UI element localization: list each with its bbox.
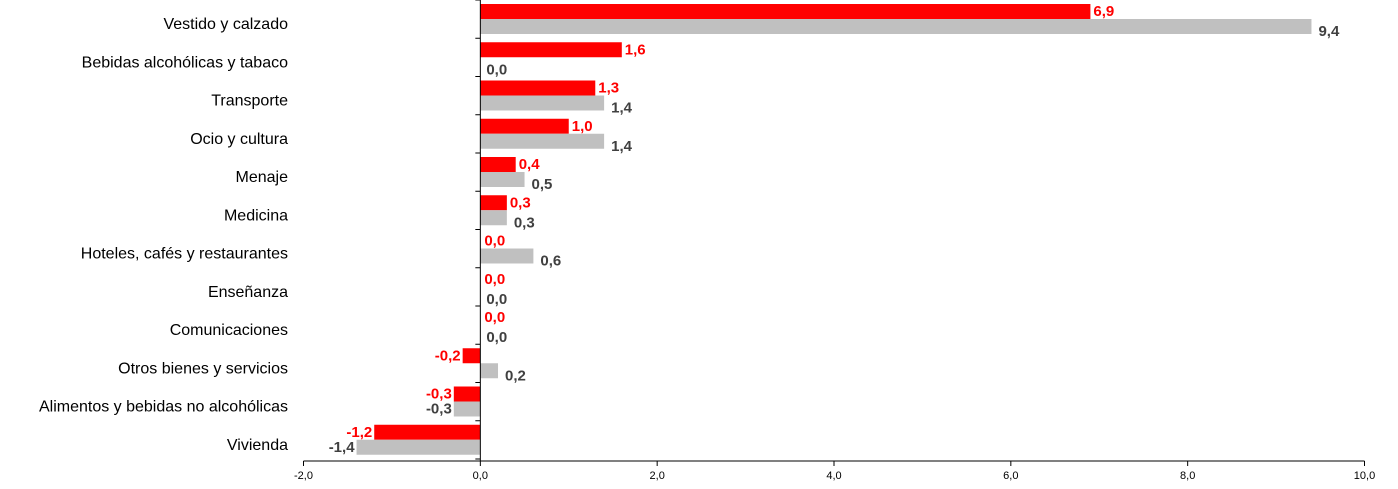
category-label: Comunicaciones	[170, 322, 288, 339]
bar-series-1	[462, 348, 481, 364]
data-labels: 6,99,41,60,01,31,41,01,40,40,50,30,30,00…	[329, 3, 1340, 456]
data-label-series-1: 0,0	[484, 309, 505, 326]
category-label: Menaje	[236, 169, 289, 186]
data-label-series-1: 0,3	[510, 194, 531, 211]
data-label-series-1: 1,0	[572, 118, 593, 135]
x-tick-label: 6,0	[1003, 470, 1018, 482]
category-label: Alimentos y bebidas no alcohólicas	[39, 399, 288, 416]
bar-series-2	[480, 95, 605, 111]
bar-series-1	[480, 4, 1091, 19]
data-label-series-2: -1,4	[329, 439, 356, 456]
category-labels: Vestido y calzado Bebidas alcohólicas y t…	[39, 16, 288, 454]
data-label-series-2: 0,0	[486, 329, 507, 346]
bar-series-1	[480, 157, 516, 172]
data-label-series-1: 0,0	[484, 271, 505, 288]
data-label-series-2: 0,3	[514, 214, 535, 231]
bar-series-1	[453, 386, 481, 402]
category-label: Otros bienes y servicios	[118, 360, 288, 377]
bar-series-2	[356, 439, 481, 455]
category-label: Transporte	[211, 93, 288, 110]
axes: -2,0 0,0 2,0 4,0 6,0 8,0 10,0	[294, 0, 1375, 482]
bar-series-2	[480, 363, 499, 379]
data-label-series-1: 1,6	[625, 41, 646, 58]
data-label-series-1: 1,3	[598, 80, 619, 97]
bar-series-1	[480, 195, 507, 211]
category-label: Medicina	[224, 207, 288, 224]
x-tick-label: 4,0	[826, 470, 841, 482]
category-label: Vestido y calzado	[163, 16, 288, 33]
data-label-series-1: -1,2	[346, 424, 372, 441]
data-label-series-2: 0,6	[540, 253, 561, 270]
category-label: Enseñanza	[208, 284, 288, 301]
bar-series-1	[480, 118, 569, 134]
bar-series-1	[480, 80, 596, 96]
x-tick-label: 0,0	[473, 470, 488, 482]
category-label: Hoteles, cafés y restaurantes	[81, 246, 288, 263]
bar-series-2	[480, 248, 534, 264]
x-tick-label: 8,0	[1180, 470, 1195, 482]
x-tick-label: 10,0	[1354, 470, 1375, 482]
bar-series-2	[480, 172, 525, 187]
bar-series-2	[480, 19, 1312, 34]
category-label: Bebidas alcohólicas y tabaco	[82, 54, 288, 71]
x-tick-label: 2,0	[650, 470, 665, 482]
bar-series-1	[374, 424, 481, 440]
bar-series-1	[480, 42, 622, 58]
data-label-series-1: -0,2	[435, 347, 461, 364]
bars	[356, 4, 1312, 455]
category-label: Vivienda	[227, 437, 288, 454]
bar-series-2	[453, 401, 481, 417]
category-label: Ocio y cultura	[190, 131, 288, 148]
data-label-series-1: 0,4	[519, 156, 541, 173]
data-label-series-2: 1,4	[611, 100, 633, 117]
data-label-series-2: 0,5	[532, 176, 553, 193]
data-label-series-2: -0,3	[426, 401, 452, 418]
data-label-series-1: 0,0	[484, 233, 505, 250]
bar-series-2	[480, 133, 605, 149]
data-label-series-1: 6,9	[1093, 3, 1114, 20]
data-label-series-2: 0,0	[486, 291, 507, 308]
x-tick-label: -2,0	[294, 470, 313, 482]
data-label-series-2: 0,0	[486, 61, 507, 78]
data-label-series-2: 0,2	[505, 367, 526, 384]
data-label-series-2: 1,4	[611, 138, 633, 155]
bar-series-2	[480, 210, 507, 226]
data-label-series-2: 9,4	[1318, 23, 1340, 40]
data-label-series-1: -0,3	[426, 386, 452, 403]
